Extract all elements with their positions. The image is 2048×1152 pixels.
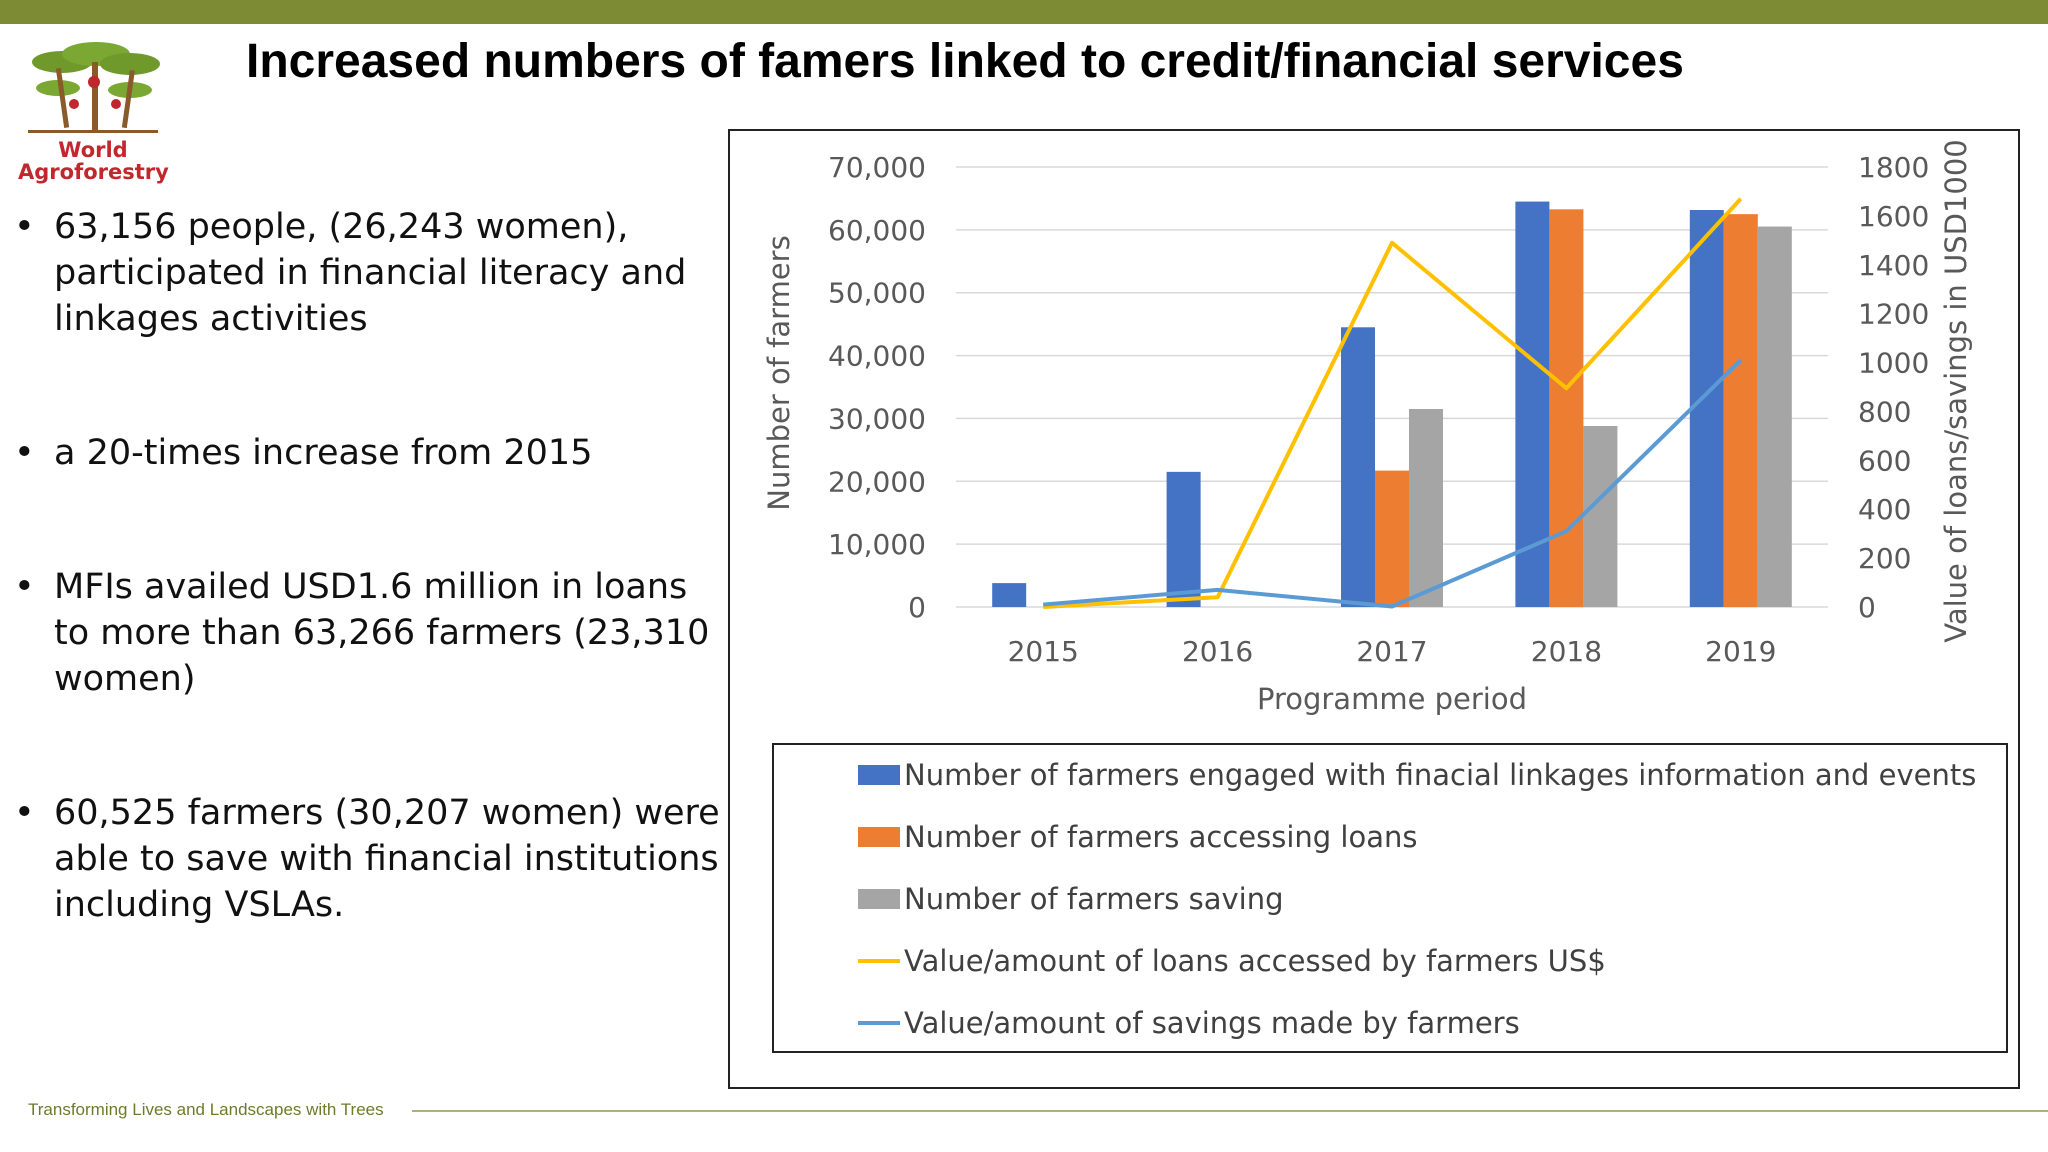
legend-item-saving: Number of farmers saving xyxy=(858,879,1284,919)
y2-tick-label: 400 xyxy=(1858,493,1911,526)
legend-label-saving: Number of farmers saving xyxy=(904,882,1284,916)
y2-tick-label: 1600 xyxy=(1858,200,1929,233)
slide-title: Increased numbers of famers linked to cr… xyxy=(246,35,1684,88)
y-tick-label: 30,000 xyxy=(828,402,926,435)
line-series-1 xyxy=(1043,358,1743,609)
bullet-item: • 60,525 farmers (30,207 women) were abl… xyxy=(10,790,730,928)
y2-tick-label: 1800 xyxy=(1858,151,1929,184)
tree-logo-icon xyxy=(28,42,160,133)
y2-tick-label: 200 xyxy=(1858,542,1911,575)
legend-label-savings-value: Value/amount of savings made by farmers xyxy=(904,1006,1520,1040)
bar-2015-0 xyxy=(992,583,1027,607)
legend-label-engaged: Number of farmers engaged with finacial … xyxy=(904,758,1977,792)
bullet-dot-icon: • xyxy=(14,207,35,247)
x-axis-title: Programme period xyxy=(1257,682,1527,716)
legend-swatch-loans xyxy=(858,827,900,847)
bar-2019-0 xyxy=(1689,210,1724,607)
legend-swatch-saving xyxy=(858,889,900,909)
legend-label-loans: Number of farmers accessing loans xyxy=(904,820,1418,854)
legend-item-engaged: Number of farmers engaged with finacial … xyxy=(858,755,1976,795)
legend-line-savings-value xyxy=(858,1021,900,1025)
logo-text-agroforestry: Agroforestry xyxy=(18,160,169,184)
x-tick-label: 2016 xyxy=(1182,635,1253,668)
y2-tick-label: 800 xyxy=(1858,395,1911,428)
line-series-0 xyxy=(1043,197,1743,609)
y-axis-title: Number of farmers xyxy=(762,235,796,510)
y2-tick-label: 0 xyxy=(1858,591,1876,624)
world-agroforestry-logo: World Agroforestry xyxy=(18,38,178,188)
chart-legend: Number of farmers engaged with finacial … xyxy=(772,743,2008,1053)
y-tick-label: 50,000 xyxy=(828,277,926,310)
y2-tick-label: 1400 xyxy=(1858,249,1929,282)
y-tick-label: 70,000 xyxy=(828,151,926,184)
legend-item-loans: Number of farmers accessing loans xyxy=(858,817,1417,857)
legend-item-loan-value: Value/amount of loans accessed by farmer… xyxy=(858,941,1606,981)
bar-2017-0 xyxy=(1341,327,1375,607)
legend-item-savings-value: Value/amount of savings made by farmers xyxy=(858,1003,1520,1043)
footer-tagline: Transforming Lives and Landscapes with T… xyxy=(28,1100,384,1119)
bullet-text: MFIs availed USD1.6 million in loans to … xyxy=(54,567,710,699)
x-tick-label: 2017 xyxy=(1356,635,1427,668)
y-tick-label: 60,000 xyxy=(828,214,926,247)
bullet-item: • MFIs availed USD1.6 million in loans t… xyxy=(10,564,730,702)
bar-2018-1 xyxy=(1549,209,1584,607)
y-tick-label: 40,000 xyxy=(828,340,926,373)
y2-tick-label: 1200 xyxy=(1858,298,1929,331)
legend-line-loan-value xyxy=(858,959,900,963)
x-tick-label: 2019 xyxy=(1705,635,1776,668)
chart-container: 0 10,000 20,000 30,000 40,000 50,000 60,000 70,… xyxy=(728,129,2020,1089)
y2-axis-title: Value of loans/savings in USD1000 xyxy=(1939,139,1973,643)
bullet-dot-icon: • xyxy=(14,433,35,473)
bar-2018-2 xyxy=(1583,425,1618,607)
y2-tick-label: 1000 xyxy=(1858,347,1929,380)
logo-text-world: World xyxy=(58,138,128,162)
y-tick-label: 0 xyxy=(908,591,926,624)
bullet-text: a 20-times increase from 2015 xyxy=(54,433,593,473)
y-tick-label: 10,000 xyxy=(828,528,926,561)
bar-2017-1 xyxy=(1375,470,1409,607)
bar-2017-2 xyxy=(1409,409,1443,607)
bullet-dot-icon: • xyxy=(14,567,35,607)
bar-2016-0 xyxy=(1166,471,1201,607)
legend-swatch-engaged xyxy=(858,765,900,785)
x-tick-label: 2018 xyxy=(1531,635,1602,668)
x-tick-label: 2015 xyxy=(1008,635,1079,668)
bar-2019-1 xyxy=(1723,214,1758,607)
combo-chart: 0 10,000 20,000 30,000 40,000 50,000 60,000 70,… xyxy=(762,139,1973,716)
bullet-text: 63,156 people, (26,243 women), participa… xyxy=(54,207,687,339)
bullet-item: • 63,156 people, (26,243 women), partici… xyxy=(10,204,730,342)
bullet-text: 60,525 farmers (30,207 women) were able … xyxy=(54,793,720,925)
y-tick-label: 20,000 xyxy=(828,465,926,498)
legend-label-loan-value: Value/amount of loans accessed by farmer… xyxy=(904,944,1606,978)
top-accent-bar xyxy=(0,0,2048,24)
footer-divider xyxy=(412,1110,2048,1112)
bar-2019-2 xyxy=(1757,226,1792,608)
bullet-item: • a 20-times increase from 2015 xyxy=(10,430,730,476)
y2-tick-label: 600 xyxy=(1858,444,1911,477)
bullet-list: • 63,156 people, (26,243 women), partici… xyxy=(10,200,730,928)
bullet-dot-icon: • xyxy=(14,793,35,833)
